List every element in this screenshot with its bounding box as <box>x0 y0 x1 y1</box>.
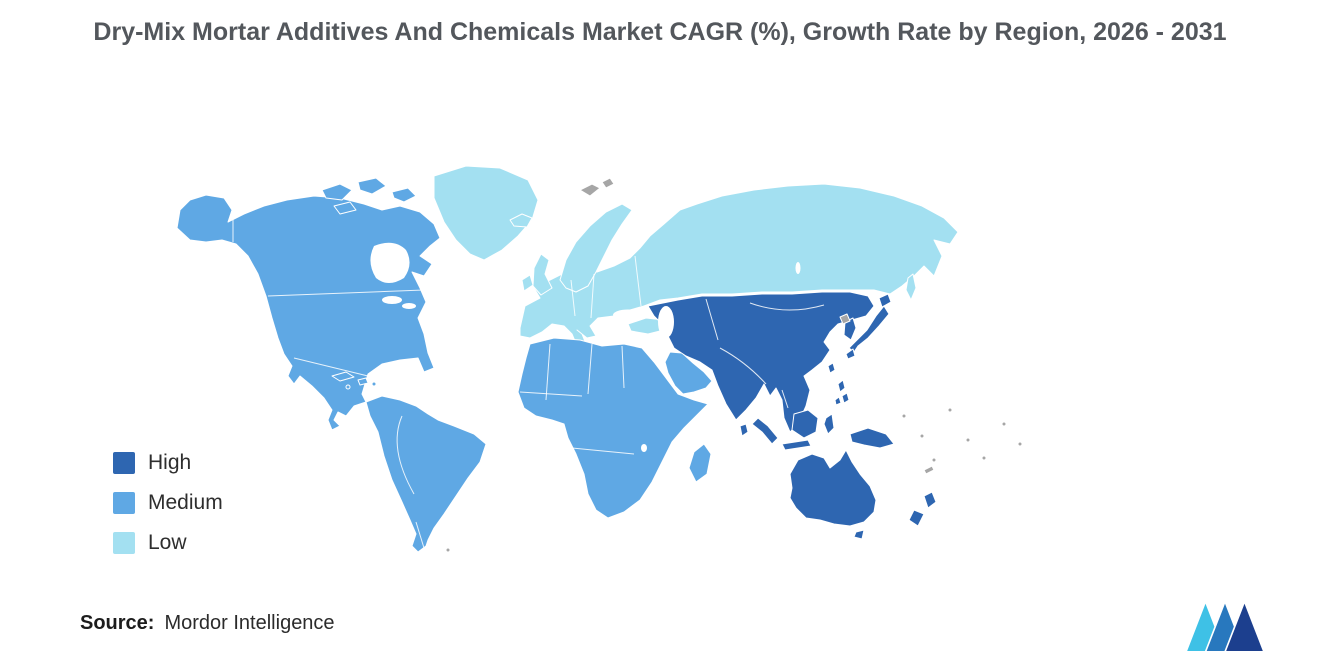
region-iceland <box>509 213 533 228</box>
region-great-britain <box>532 253 553 296</box>
source-line: Source: Mordor Intelligence <box>80 612 335 635</box>
chart-title: Dry-Mix Mortar Additives And Chemicals M… <box>93 18 1227 46</box>
region-new-zealand <box>908 491 937 527</box>
region-europe-russia <box>519 183 959 347</box>
legend-item-medium: Medium <box>113 491 223 515</box>
region-ireland <box>521 274 534 292</box>
region-greenland <box>433 165 539 261</box>
region-tasmania <box>853 529 865 540</box>
legend-label-high: High <box>148 451 192 474</box>
region-arabian-peninsula <box>664 351 713 395</box>
region-korea <box>843 317 857 341</box>
region-madagascar <box>688 443 712 483</box>
region-sri-lanka <box>739 423 749 437</box>
legend-item-low: Low <box>113 531 223 555</box>
region-north-america <box>176 194 441 431</box>
world-map <box>176 165 1023 553</box>
region-sakhalin <box>905 273 917 301</box>
source-value: Mordor Intelligence <box>164 612 335 634</box>
region-japan <box>845 293 892 360</box>
legend-swatch-high <box>113 452 135 474</box>
legend-label-low: Low <box>148 531 187 554</box>
region-indonesia-new-guinea <box>751 409 895 451</box>
region-africa <box>517 337 709 519</box>
legend-swatch-low <box>113 532 135 554</box>
lakes <box>370 242 801 452</box>
legend-label-medium: Medium <box>148 491 223 514</box>
region-australia <box>789 449 877 527</box>
region-canadian-arctic-islands <box>321 177 417 215</box>
region-taiwan-philippines <box>827 362 850 406</box>
region-scandinavia <box>559 203 633 293</box>
country-borders <box>232 210 825 549</box>
legend-item-high: High <box>113 451 223 475</box>
region-asia-high <box>647 291 875 433</box>
mordor-intelligence-logo <box>1186 599 1264 652</box>
region-south-america <box>365 395 487 553</box>
legend: High Medium Low <box>113 451 223 571</box>
logo-peak-right <box>1224 599 1264 652</box>
legend-swatch-medium <box>113 492 135 514</box>
source-label: Source: <box>80 612 155 634</box>
region-caribbean <box>331 371 377 390</box>
region-no-data <box>445 177 1023 553</box>
